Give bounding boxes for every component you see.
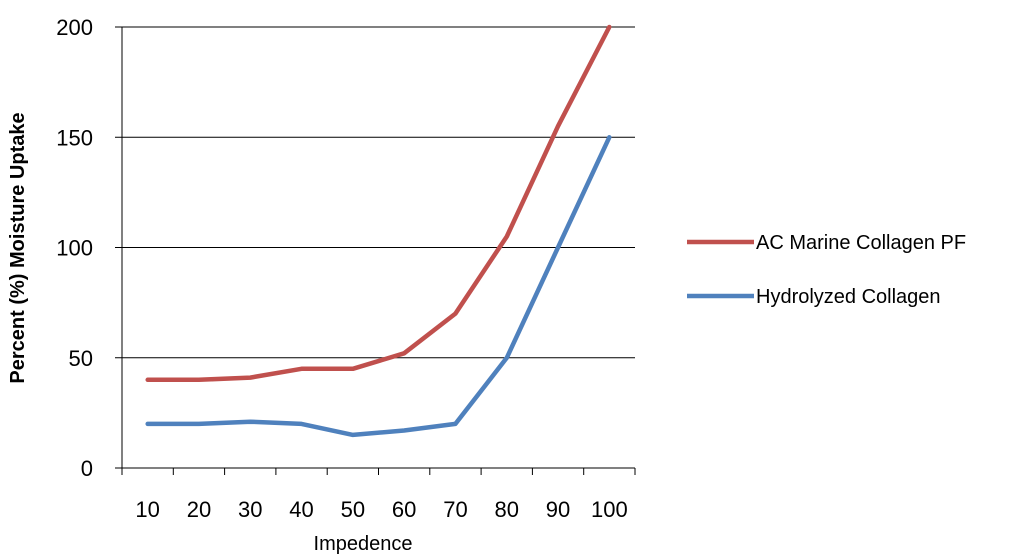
legend-label: Hydrolyzed Collagen bbox=[756, 286, 941, 308]
x-tick-label: 40 bbox=[289, 497, 313, 522]
x-tick-label: 70 bbox=[443, 497, 467, 522]
series-lines bbox=[145, 24, 612, 438]
series-line bbox=[145, 135, 612, 438]
legend: AC Marine Collagen PF Hydrolyzed Collagen bbox=[687, 232, 966, 308]
x-tick-labels: 10 20 30 40 50 60 70 80 90 100 bbox=[135, 497, 627, 522]
y-tick-label: 50 bbox=[69, 346, 93, 371]
y-axis-label: Percent (%) Moisture Uptake bbox=[7, 112, 29, 383]
y-tick-labels: 0 50 100 150 200 bbox=[56, 15, 93, 481]
y-tick-label: 100 bbox=[56, 236, 93, 261]
x-tick-label: 30 bbox=[238, 497, 262, 522]
x-tick-label: 50 bbox=[341, 497, 365, 522]
y-tick-label: 0 bbox=[81, 456, 93, 481]
x-axis-label: Impedence bbox=[314, 533, 413, 555]
gridlines bbox=[115, 26, 635, 469]
x-tick-label: 10 bbox=[135, 497, 159, 522]
x-tick-label: 20 bbox=[187, 497, 211, 522]
axes bbox=[121, 27, 636, 475]
legend-label: AC Marine Collagen PF bbox=[756, 232, 966, 254]
x-tick-label: 100 bbox=[591, 497, 628, 522]
x-tick-label: 90 bbox=[546, 497, 570, 522]
y-tick-label: 150 bbox=[56, 125, 93, 150]
y-tick-label: 200 bbox=[56, 15, 93, 40]
x-tick-label: 80 bbox=[495, 497, 519, 522]
series-line bbox=[145, 24, 612, 383]
x-tick-label: 60 bbox=[392, 497, 416, 522]
